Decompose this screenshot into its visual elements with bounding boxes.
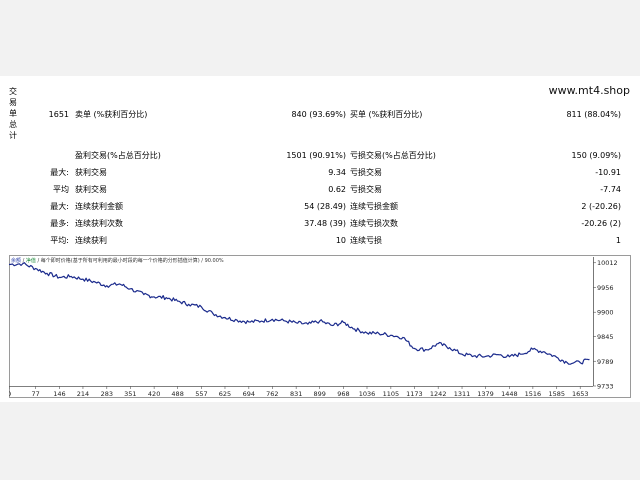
stats-left-value: 9.34	[328, 168, 346, 177]
x-tick-label: 1242	[430, 390, 447, 398]
legend-separator: /	[37, 258, 40, 264]
stats-row-prefix: 最多:	[50, 219, 69, 228]
stats-row: 盈利交易(%占总百分比) 1501 (90.91%) 亏损交易(%占总百分比) …	[0, 150, 640, 162]
x-tick-label: 1585	[548, 390, 565, 398]
stats-left-label: 盈利交易(%占总百分比)	[75, 151, 161, 160]
x-tick-label: 146	[53, 390, 65, 398]
x-tick-label: 899	[313, 390, 325, 398]
x-tick-label: 1379	[477, 390, 494, 398]
stats-right-value: -10.91	[595, 168, 621, 177]
balance-line	[9, 262, 590, 365]
x-tick-label: 0	[9, 390, 11, 398]
y-tick-label: 9789	[597, 358, 614, 366]
y-tick-label: 9900	[597, 309, 614, 317]
stats-row: 最大: 连续获利金额 54 (28.49) 连续亏损金额 2 (-20.26)	[0, 201, 640, 213]
x-tick-label: 1653	[572, 390, 589, 398]
stats-row-prefix: 最大:	[50, 168, 69, 177]
stats-right-label: 亏损交易	[350, 185, 382, 194]
stats-row-prefix: 平均:	[50, 236, 69, 245]
x-tick-label: 488	[171, 390, 183, 398]
stats-left-value: 54 (28.49)	[304, 202, 346, 211]
short-trades-label: 卖单 (%获利百分比)	[75, 110, 148, 119]
long-trades-value: 811 (88.04%)	[566, 110, 621, 119]
stats-right-value: 150 (9.09%)	[571, 151, 621, 160]
chart-header: 余额 / 净值 / 每个即时价格(基于所有可利用的最小时段的每一个价格的分形插值…	[11, 257, 224, 264]
x-tick-label: 283	[101, 390, 113, 398]
chart-description: 每个即时价格(基于所有可利用的最小时段的每一个价格的分形插值计算)	[40, 258, 200, 264]
x-tick-label: 1036	[359, 390, 376, 398]
x-tick-label: 351	[124, 390, 136, 398]
x-tick-label: 420	[148, 390, 160, 398]
side-label-char: 单	[9, 109, 17, 118]
balance-chart: 10012 9956 9900 9845 9789 9733 0 77 146 214 283 351…	[9, 255, 631, 398]
legend-separator: /	[201, 258, 203, 264]
short-trades-value: 840 (93.69%)	[291, 110, 346, 119]
side-label-char: 易	[9, 98, 17, 107]
x-tick-label: 1173	[406, 390, 423, 398]
stats-row-prefix: 最大:	[50, 202, 69, 211]
x-tick-label: 968	[337, 390, 349, 398]
legend-balance: 余额	[11, 258, 22, 264]
stats-right-label: 亏损交易	[350, 168, 382, 177]
y-tick-label: 9733	[597, 383, 614, 391]
modelling-quality: 90.00%	[204, 258, 224, 264]
stats-left-value: 1501 (90.91%)	[286, 151, 346, 160]
stats-left-label: 获利交易	[75, 168, 107, 177]
stats-left-label: 获利交易	[75, 185, 107, 194]
stats-row: 平均 获利交易 0.62 亏损交易 -7.74	[0, 184, 640, 196]
x-tick-label: 831	[290, 390, 302, 398]
stats-right-value: -7.74	[600, 185, 621, 194]
top-margin	[0, 0, 640, 76]
stats-row: 平均: 连续获利 10 连续亏损 1	[0, 235, 640, 247]
stats-right-label: 连续亏损	[350, 236, 382, 245]
stats-right-label: 连续亏损次数	[350, 219, 398, 228]
stats-left-label: 连续获利次数	[75, 219, 123, 228]
stats-right-value: 2 (-20.26)	[581, 202, 621, 211]
stats-right-value: 1	[615, 236, 621, 245]
y-tick-label: 10012	[597, 259, 618, 267]
y-tick-label: 9956	[597, 284, 614, 292]
stats-right-label: 亏损交易(%占总百分比)	[350, 151, 436, 160]
long-trades-label: 买单 (%获利百分比)	[350, 110, 423, 119]
stats-right-label: 连续亏损金额	[350, 202, 398, 211]
x-tick-label: 1448	[501, 390, 518, 398]
legend-equity: 净值	[25, 258, 36, 264]
x-tick-label: 762	[266, 390, 278, 398]
stats-left-label: 连续获利	[75, 236, 107, 245]
x-tick-label: 625	[219, 390, 231, 398]
stats-right-value: -20.26 (2)	[581, 219, 621, 228]
x-tick-label: 694	[243, 390, 255, 398]
bottom-margin	[0, 402, 640, 480]
stats-left-value: 37.48 (39)	[304, 219, 346, 228]
x-tick-label: 77	[31, 390, 39, 398]
x-tick-label: 214	[77, 390, 89, 398]
stats-row: 最多: 连续获利次数 37.48 (39) 连续亏损次数 -20.26 (2)	[0, 218, 640, 230]
x-tick-label: 557	[195, 390, 207, 398]
x-tick-label: 1311	[454, 390, 471, 398]
chart-frame	[9, 255, 631, 398]
legend-separator: /	[22, 258, 25, 264]
stats-left-label: 连续获利金额	[75, 202, 123, 211]
x-tick-label: 1105	[383, 390, 400, 398]
stats-row-prefix: 平均	[53, 185, 69, 194]
side-label-char: 交	[9, 87, 17, 96]
stats-row: 最大: 获利交易 9.34 亏损交易 -10.91	[0, 167, 640, 179]
side-label-char: 总	[9, 120, 17, 129]
trades-total-vertical-label: 交 易 单 总 计	[9, 86, 19, 141]
summary-row: 1651 卖单 (%获利百分比) 840 (93.69%) 买单 (%获利百分比…	[0, 109, 640, 121]
stats-left-value: 0.62	[328, 185, 346, 194]
x-tick-label: 1516	[525, 390, 542, 398]
site-watermark: www.mt4.shop	[548, 84, 630, 97]
total-trades-value: 1651	[48, 110, 69, 119]
y-tick-label: 9845	[597, 333, 614, 341]
stats-left-value: 10	[335, 236, 346, 245]
side-label-char: 计	[9, 131, 17, 140]
